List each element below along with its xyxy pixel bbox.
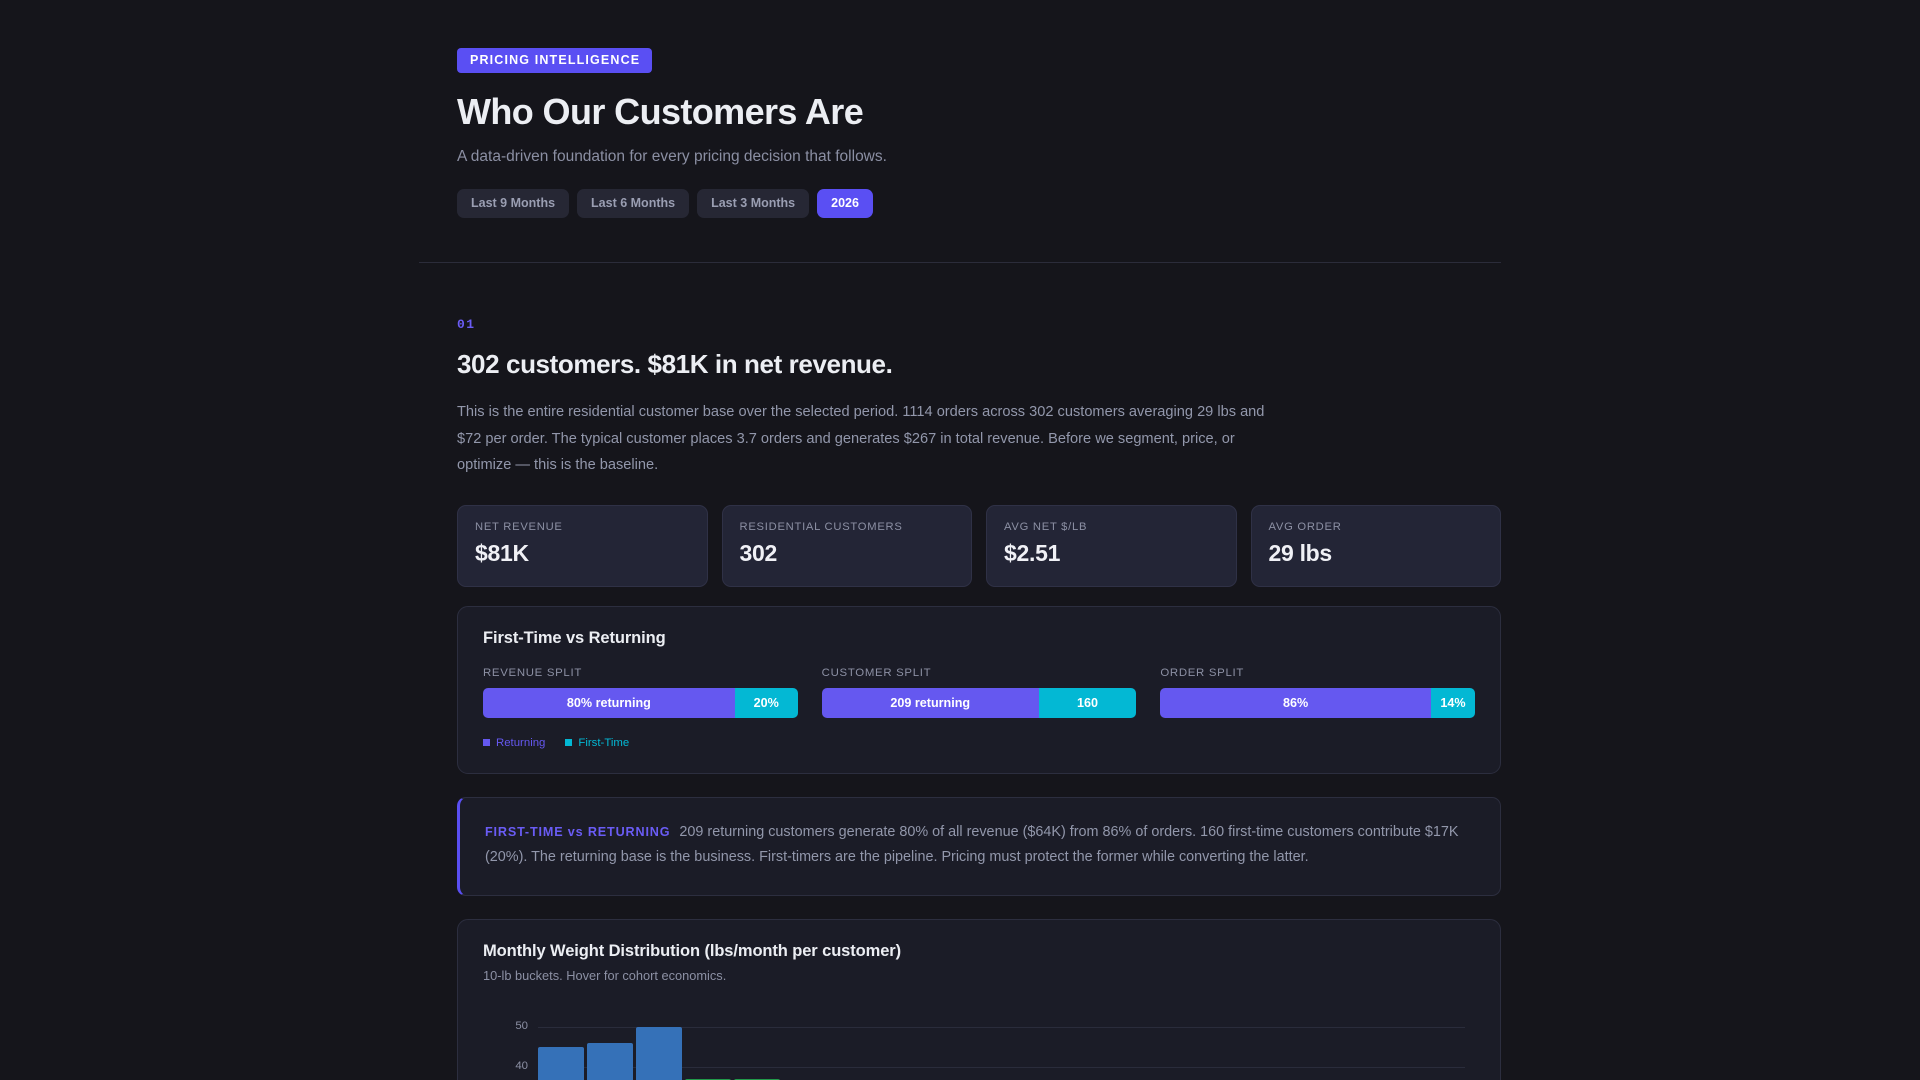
- split-bar[interactable]: 80% returning 20%: [483, 687, 798, 718]
- legend-label: First-Time: [578, 736, 630, 749]
- stat-card: AVG NET $/LB $2.51: [986, 504, 1237, 587]
- stat-card: NET REVENUE $81K: [457, 504, 708, 587]
- split-label: REVENUE SPLIT: [483, 666, 582, 679]
- filter-chip-2026[interactable]: 2026: [817, 188, 873, 218]
- section-number: 01: [457, 317, 476, 332]
- split-segment-returning[interactable]: 80% returning: [483, 687, 735, 718]
- split-legend: Returning First-Time: [483, 737, 1475, 749]
- split-bars-row: REVENUE SPLIT 80% returning 20% CUSTOMER SP…: [483, 667, 1475, 718]
- first-time-vs-returning-card: First-Time vs Returning REVENUE SPLIT 80%…: [457, 605, 1501, 774]
- filter-chip-last-3-months[interactable]: Last 3 Months: [697, 188, 810, 218]
- stat-card-label: NET REVENUE: [475, 520, 563, 533]
- stat-card: RESIDENTIAL CUSTOMERS 302: [721, 504, 972, 587]
- chart-bars: [538, 1007, 1465, 1080]
- chart-gridline: [538, 1066, 1465, 1068]
- split-card-title: First-Time vs Returning: [483, 628, 666, 647]
- legend-label: Returning: [496, 736, 546, 749]
- callout-tag: FIRST-TIME vs RETURNING: [485, 824, 671, 839]
- chart-bar[interactable]: [587, 1042, 633, 1080]
- chart-y-tick-label: 50: [515, 1019, 528, 1032]
- legend-item[interactable]: Returning: [483, 737, 545, 749]
- chart-subtitle: 10-lb buckets. Hover for cohort economic…: [483, 967, 727, 983]
- filter-chip-last-9-months[interactable]: Last 9 Months: [457, 188, 570, 218]
- chart-bar[interactable]: [734, 1078, 780, 1080]
- section-01: 01 302 customers. $81K in net revenue. T…: [457, 317, 1501, 1080]
- time-range-filters: Last 9 Months Last 6 Months Last 3 Months 2…: [457, 188, 1501, 218]
- page-subtitle: A data-driven foundation for every prici…: [457, 147, 887, 165]
- split-group: CUSTOMER SPLIT 209 returning 160: [821, 666, 1137, 718]
- stat-card-label: RESIDENTIAL CUSTOMERS: [739, 520, 903, 533]
- chart-bar[interactable]: [538, 1046, 584, 1080]
- stat-card-value: 302: [739, 539, 778, 566]
- stat-card-value: $2.51: [1004, 539, 1061, 566]
- split-segment-first-time[interactable]: 20%: [734, 687, 798, 718]
- stat-card-value: 29 lbs: [1268, 539, 1333, 566]
- page-title: Who Our Customers Are: [457, 90, 864, 132]
- monthly-weight-distribution-card: Monthly Weight Distribution (lbs/month p…: [457, 918, 1501, 1080]
- chart-bar[interactable]: [685, 1078, 731, 1080]
- legend-item[interactable]: First-Time: [565, 737, 629, 749]
- stat-card: AVG ORDER 29 lbs: [1250, 504, 1501, 587]
- split-segment-first-time[interactable]: 160: [1038, 687, 1137, 718]
- stat-card-value: $81K: [475, 539, 529, 566]
- page-header: PRICING INTELLIGENCE Who Our Customers A…: [457, 48, 1501, 218]
- split-bar[interactable]: 209 returning 160: [821, 687, 1137, 718]
- header-divider: [419, 262, 1501, 263]
- insight-callout: FIRST-TIME vs RETURNING 209 returning cus…: [457, 796, 1501, 896]
- split-segment-returning[interactable]: 86%: [1160, 687, 1431, 718]
- filter-chip-last-6-months[interactable]: Last 6 Months: [577, 188, 690, 218]
- chart-title: Monthly Weight Distribution (lbs/month p…: [483, 941, 901, 960]
- section-body-text: This is the entire residential customer …: [457, 404, 1265, 474]
- legend-swatch-icon: [565, 739, 573, 747]
- eyebrow-badge: PRICING INTELLIGENCE: [457, 48, 653, 73]
- chart-bar[interactable]: [636, 1026, 682, 1080]
- stat-card-row: NET REVENUE $81K RESIDENTIAL CUSTOMERS 302 A…: [457, 504, 1501, 587]
- split-group: REVENUE SPLIT 80% returning 20%: [483, 667, 798, 718]
- chart-gridline: [538, 1026, 1465, 1028]
- split-label: CUSTOMER SPLIT: [821, 666, 932, 679]
- chart-y-tick-label: 40: [515, 1059, 528, 1072]
- split-segment-first-time[interactable]: 14%: [1430, 687, 1475, 718]
- stat-card-label: AVG ORDER: [1268, 520, 1342, 533]
- legend-swatch-icon: [483, 739, 490, 747]
- content-container: PRICING INTELLIGENCE Who Our Customers A…: [419, 0, 1501, 1080]
- callout-text: 209 returning customers generate 80% of …: [485, 823, 1459, 866]
- split-segment-returning[interactable]: 209 returning: [821, 687, 1039, 718]
- split-label: ORDER SPLIT: [1160, 666, 1244, 679]
- section-title: 302 customers. $81K in net revenue.: [457, 349, 893, 379]
- split-bar[interactable]: 86% 14%: [1160, 687, 1475, 718]
- stat-card-label: AVG NET $/LB: [1004, 520, 1088, 533]
- chart-plot-area: 50 40: [483, 1007, 1475, 1080]
- split-group: ORDER SPLIT 86% 14%: [1160, 667, 1475, 718]
